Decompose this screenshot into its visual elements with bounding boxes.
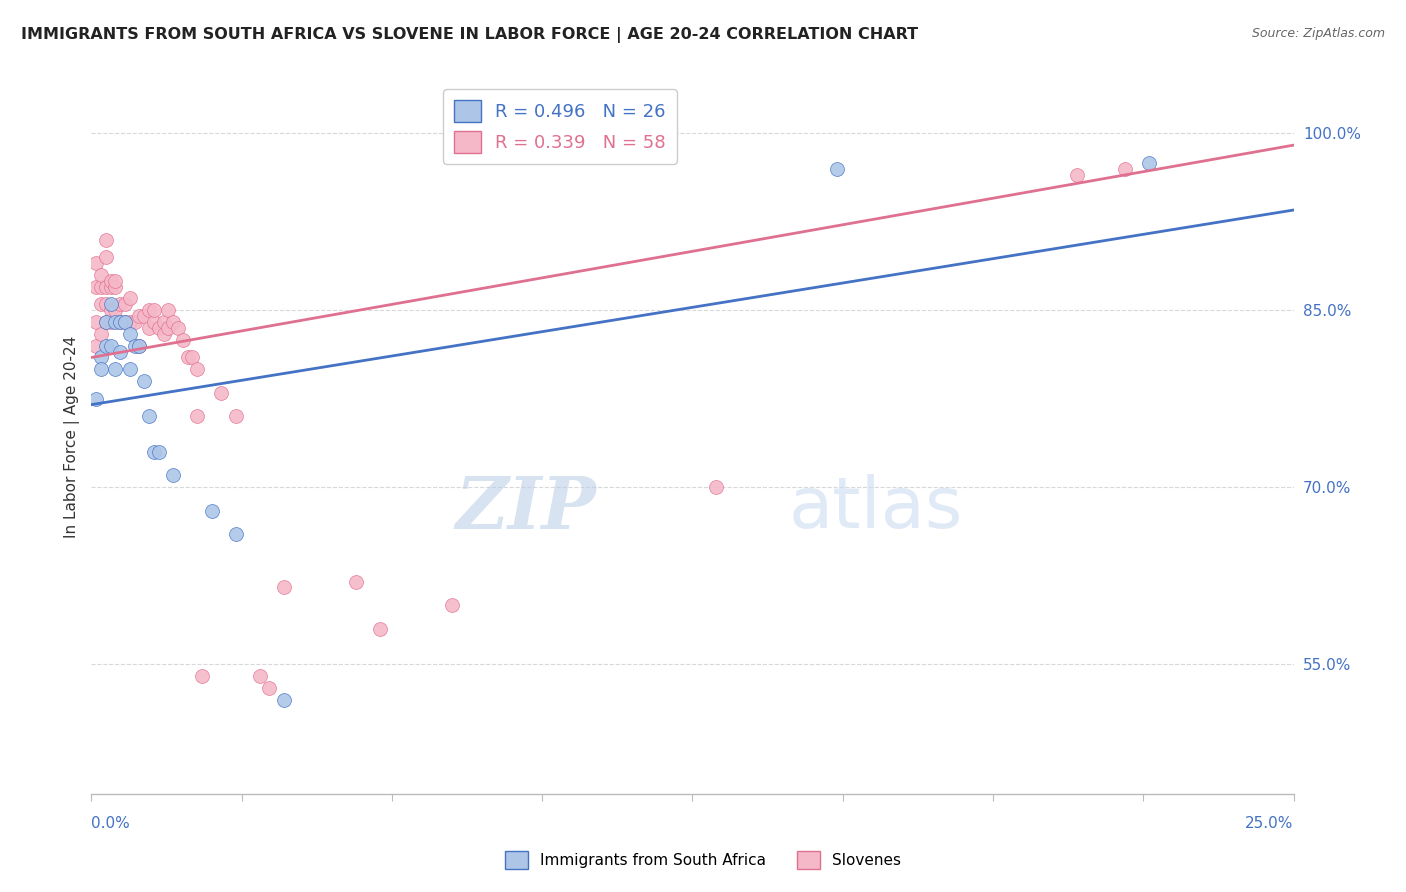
Point: [114, 315, 136, 329]
Point: [209, 385, 232, 400]
Point: [368, 622, 391, 636]
Point: [138, 321, 160, 335]
Point: [94, 315, 117, 329]
Point: [94, 233, 117, 247]
Point: [94, 279, 117, 293]
Point: [167, 321, 190, 335]
Point: [706, 480, 728, 494]
Point: [148, 445, 170, 459]
Point: [118, 315, 141, 329]
Point: [1066, 168, 1088, 182]
Point: [104, 315, 127, 329]
Point: [157, 303, 180, 318]
Text: 0.0%: 0.0%: [91, 816, 131, 831]
Point: [84, 392, 107, 406]
Point: [186, 362, 208, 376]
Point: [118, 326, 141, 341]
Point: [84, 256, 107, 270]
Point: [225, 409, 247, 424]
Point: [94, 297, 117, 311]
Point: [114, 297, 136, 311]
Point: [1137, 156, 1160, 170]
Point: [825, 161, 848, 176]
Point: [84, 315, 107, 329]
Point: [148, 321, 170, 335]
Point: [138, 303, 160, 318]
Point: [100, 279, 122, 293]
Point: [273, 692, 295, 706]
Point: [100, 297, 122, 311]
Point: [138, 409, 160, 424]
Point: [100, 274, 122, 288]
Point: [100, 315, 122, 329]
Point: [104, 279, 127, 293]
Point: [90, 362, 112, 376]
Point: [104, 362, 127, 376]
Point: [110, 315, 132, 329]
Text: ZIP: ZIP: [456, 473, 596, 544]
Point: [172, 333, 194, 347]
Text: 25.0%: 25.0%: [1246, 816, 1294, 831]
Point: [110, 297, 132, 311]
Point: [94, 315, 117, 329]
Point: [100, 339, 122, 353]
Point: [90, 297, 112, 311]
Point: [142, 315, 165, 329]
Point: [84, 279, 107, 293]
Point: [94, 339, 117, 353]
Point: [110, 315, 132, 329]
Y-axis label: In Labor Force | Age 20-24: In Labor Force | Age 20-24: [65, 336, 80, 538]
Point: [142, 303, 165, 318]
Point: [128, 339, 150, 353]
Point: [176, 351, 198, 365]
Point: [191, 669, 214, 683]
Point: [90, 268, 112, 282]
Point: [90, 326, 112, 341]
Point: [201, 504, 224, 518]
Point: [162, 315, 184, 329]
Point: [249, 669, 271, 683]
Legend: R = 0.496   N = 26, R = 0.339   N = 58: R = 0.496 N = 26, R = 0.339 N = 58: [443, 89, 676, 164]
Point: [344, 574, 367, 589]
Point: [128, 309, 150, 323]
Text: IMMIGRANTS FROM SOUTH AFRICA VS SLOVENE IN LABOR FORCE | AGE 20-24 CORRELATION C: IMMIGRANTS FROM SOUTH AFRICA VS SLOVENE …: [21, 27, 918, 43]
Point: [1114, 161, 1136, 176]
Point: [90, 351, 112, 365]
Point: [104, 303, 127, 318]
Legend: Immigrants from South Africa, Slovenes: Immigrants from South Africa, Slovenes: [499, 845, 907, 875]
Point: [124, 315, 146, 329]
Point: [124, 339, 146, 353]
Point: [273, 581, 295, 595]
Point: [110, 344, 132, 359]
Point: [152, 326, 174, 341]
Point: [440, 598, 463, 612]
Text: Source: ZipAtlas.com: Source: ZipAtlas.com: [1251, 27, 1385, 40]
Point: [84, 339, 107, 353]
Point: [142, 445, 165, 459]
Point: [128, 339, 150, 353]
Point: [134, 309, 156, 323]
Point: [94, 250, 117, 264]
Point: [134, 374, 156, 388]
Point: [152, 315, 174, 329]
Point: [118, 292, 141, 306]
Point: [104, 274, 127, 288]
Point: [162, 468, 184, 483]
Point: [186, 409, 208, 424]
Point: [181, 351, 204, 365]
Point: [114, 315, 136, 329]
Point: [259, 681, 281, 695]
Text: atlas: atlas: [789, 474, 963, 543]
Point: [118, 362, 141, 376]
Point: [100, 303, 122, 318]
Point: [225, 527, 247, 541]
Point: [157, 321, 180, 335]
Point: [90, 279, 112, 293]
